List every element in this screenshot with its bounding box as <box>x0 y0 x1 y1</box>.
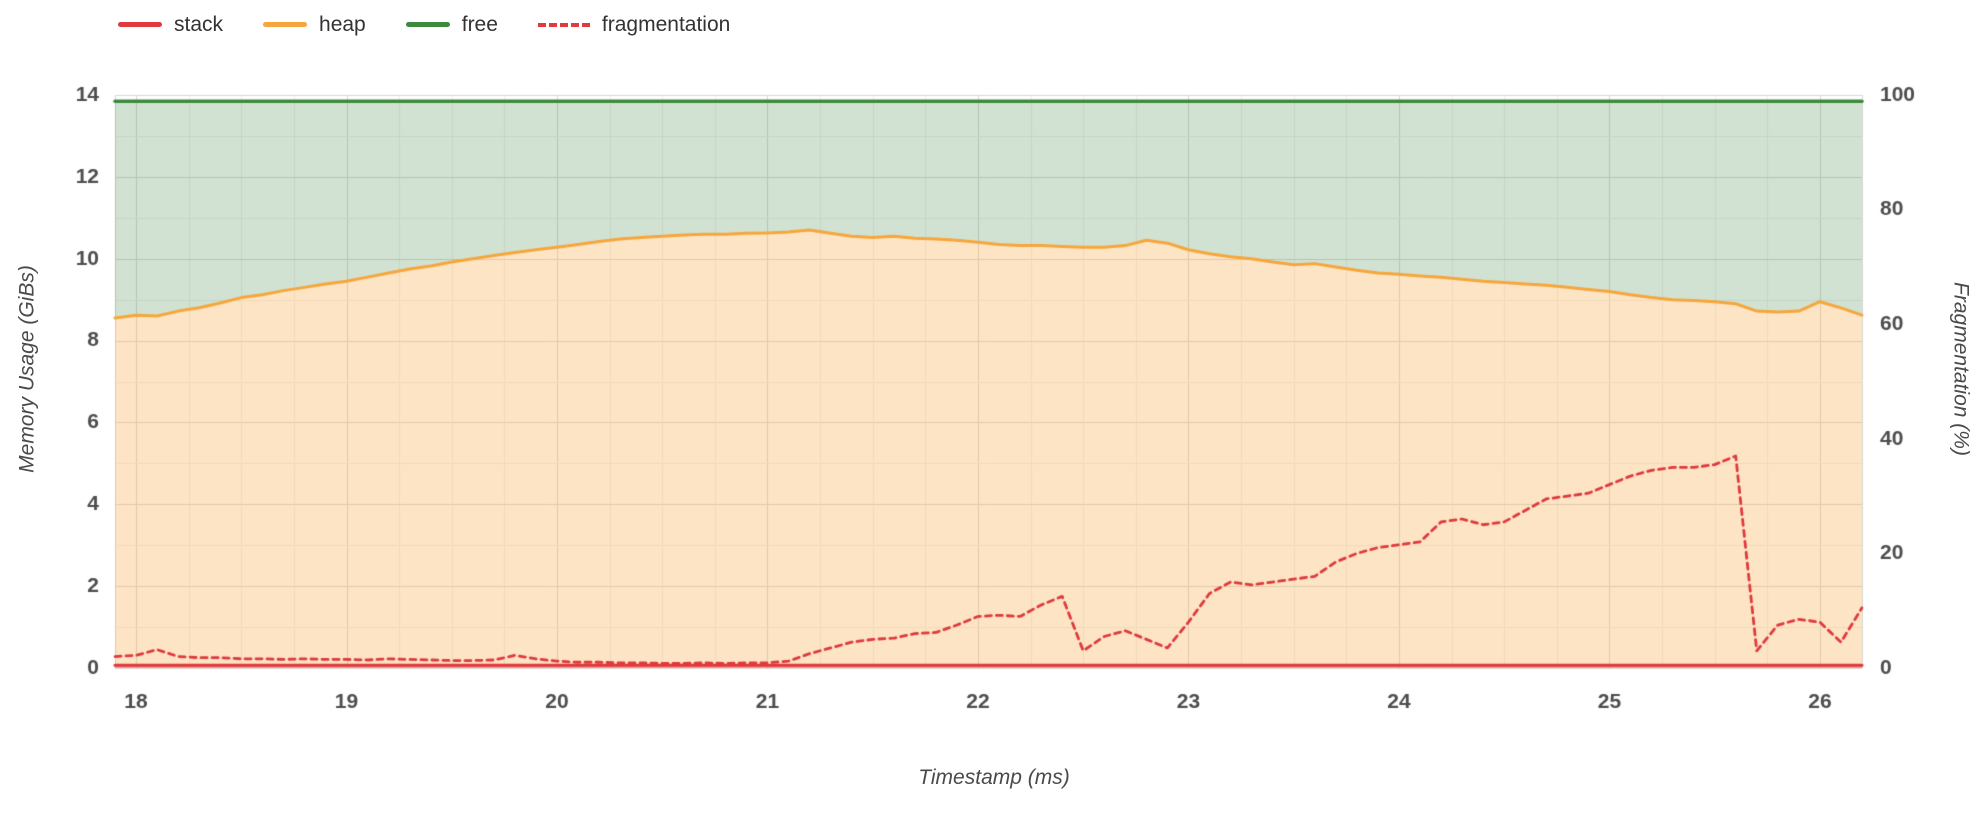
legend-item-fragmentation: fragmentation <box>537 13 731 36</box>
fragmentation-dashed-swatch <box>537 22 590 27</box>
legend-label-free: free <box>461 13 498 36</box>
x-axis-title: Timestamp (ms) <box>918 766 1070 789</box>
chart-legend: stack heap free fragmentation <box>118 14 730 35</box>
stack-line-swatch <box>118 22 162 27</box>
right-axis-title: Fragmentation (%) <box>1949 282 1973 456</box>
legend-label-fragmentation: fragmentation <box>601 13 731 36</box>
legend-label-heap: heap <box>319 13 366 36</box>
legend-label-stack: stack <box>174 13 224 36</box>
legend-item-heap: heap <box>263 14 366 35</box>
left-axis-title: Memory Usage (GiBs) <box>15 265 39 473</box>
legend-item-free: free <box>405 13 498 36</box>
legend-item-stack: stack <box>118 14 223 35</box>
heap-line-swatch <box>263 22 308 27</box>
free-line-swatch <box>405 22 450 27</box>
